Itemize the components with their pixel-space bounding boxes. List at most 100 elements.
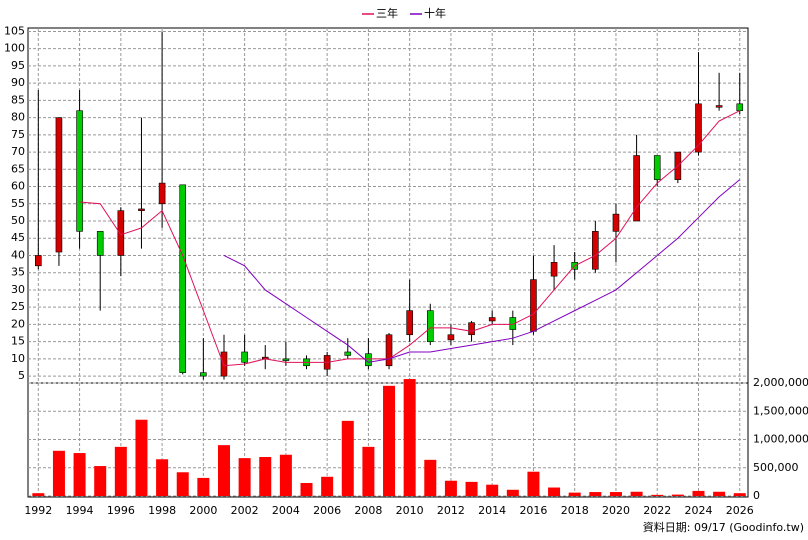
candle-body <box>179 184 187 373</box>
candle-body <box>158 182 166 205</box>
x-tick-label: 1998 <box>148 504 176 517</box>
footnote: 資料日期: 09/17 (Goodinfo.tw) <box>643 520 804 534</box>
candle-body <box>488 317 496 322</box>
y-tick-label: 40 <box>11 248 25 261</box>
volume-bar <box>589 492 602 496</box>
candle-body <box>592 231 599 270</box>
y-tick-label: 50 <box>11 214 25 227</box>
volume-bar <box>73 453 86 496</box>
x-tick-label: 2004 <box>272 504 300 517</box>
y-tick-label: 45 <box>11 231 25 244</box>
volume-bar <box>176 472 189 496</box>
legend-label: 十年 <box>424 6 446 20</box>
y-tick-label: 75 <box>11 128 25 141</box>
volume-bar <box>651 494 664 496</box>
y-tick-label: 100 <box>4 42 25 55</box>
y-tick-label: 30 <box>11 283 25 296</box>
y-tick-label: 500,000 <box>753 461 799 474</box>
volume-bar <box>671 494 684 496</box>
y-tick-label: 20 <box>11 317 25 330</box>
candle-body <box>550 262 558 277</box>
volume-bar <box>156 459 169 496</box>
volume-bar <box>94 466 107 496</box>
volume-bar <box>713 491 726 496</box>
candle-body <box>406 310 413 336</box>
volume-bar <box>444 480 457 496</box>
x-tick-label: 2018 <box>561 504 589 517</box>
volume-bar <box>465 481 478 496</box>
y-tick-label: 2,000,000 <box>753 376 808 389</box>
volume-bar <box>279 454 292 496</box>
candle-body <box>200 372 207 377</box>
legend-label: 三年 <box>376 6 398 20</box>
volume-bar <box>321 476 334 496</box>
y-tick-label: 5 <box>18 369 25 382</box>
y-tick-label: 95 <box>11 59 25 72</box>
x-tick-label: 2026 <box>726 504 754 517</box>
legend: 三年 十年 <box>362 6 446 20</box>
y-tick-label: 0 <box>753 489 760 502</box>
y-tick-label: 85 <box>11 93 25 106</box>
x-tick-label: 2020 <box>602 504 630 517</box>
x-tick-label: 2006 <box>313 504 341 517</box>
candle-body <box>653 155 661 180</box>
ma-line <box>79 110 740 367</box>
candle-body <box>447 334 455 341</box>
x-tick-label: 2012 <box>437 504 465 517</box>
volume-bar <box>52 450 65 496</box>
candle-body <box>282 358 290 361</box>
candle-body <box>138 208 145 211</box>
volume-bar <box>300 483 313 496</box>
candle-body <box>633 155 640 222</box>
y-tick-label: 15 <box>11 335 25 348</box>
volume-bar <box>609 492 622 496</box>
volume-bar <box>506 489 519 496</box>
x-tick-label: 1996 <box>107 504 135 517</box>
volume-bar <box>568 492 581 496</box>
volume-bar <box>383 385 396 496</box>
candle-body <box>76 110 83 232</box>
candle-body <box>612 213 620 232</box>
y-tick-label: 25 <box>11 300 25 313</box>
volume-bar <box>362 446 375 496</box>
y-tick-label: 60 <box>11 180 25 193</box>
candle-body <box>509 317 517 330</box>
volume-bar <box>135 419 148 496</box>
volume-bar <box>486 484 499 496</box>
ma-line <box>223 179 741 363</box>
candle-body <box>35 255 42 267</box>
volume-bar <box>548 487 561 496</box>
volume-bar <box>424 459 437 496</box>
volume-bar <box>692 490 705 496</box>
x-tick-label: 2000 <box>189 504 217 517</box>
x-tick-label: 2002 <box>231 504 259 517</box>
x-tick-label: 1994 <box>66 504 94 517</box>
y-tick-label: 80 <box>11 111 25 124</box>
x-tick-label: 2008 <box>354 504 382 517</box>
volume-bar <box>341 420 354 496</box>
y-tick-label: 1,000,000 <box>753 433 808 446</box>
volume-bar <box>238 458 251 496</box>
candle-body <box>220 351 228 377</box>
candle-body <box>736 103 744 112</box>
candle-body <box>695 103 702 153</box>
candle-body <box>426 310 434 342</box>
volume-bar <box>32 493 45 496</box>
x-tick-label: 2010 <box>396 504 424 517</box>
y-tick-label: 35 <box>11 266 25 279</box>
volume-bar <box>630 491 643 496</box>
y-tick-label: 105 <box>4 24 25 37</box>
candle-body <box>385 334 393 367</box>
volume-bar <box>217 445 230 496</box>
candle-body <box>117 210 125 256</box>
candle-body <box>365 353 372 367</box>
x-tick-label: 2022 <box>643 504 671 517</box>
candle-body <box>344 351 352 356</box>
candle-body <box>468 322 475 336</box>
candle-body <box>241 351 248 363</box>
candle-body <box>715 105 723 108</box>
volume-bar <box>197 477 210 496</box>
y-tick-label: 65 <box>11 162 25 175</box>
